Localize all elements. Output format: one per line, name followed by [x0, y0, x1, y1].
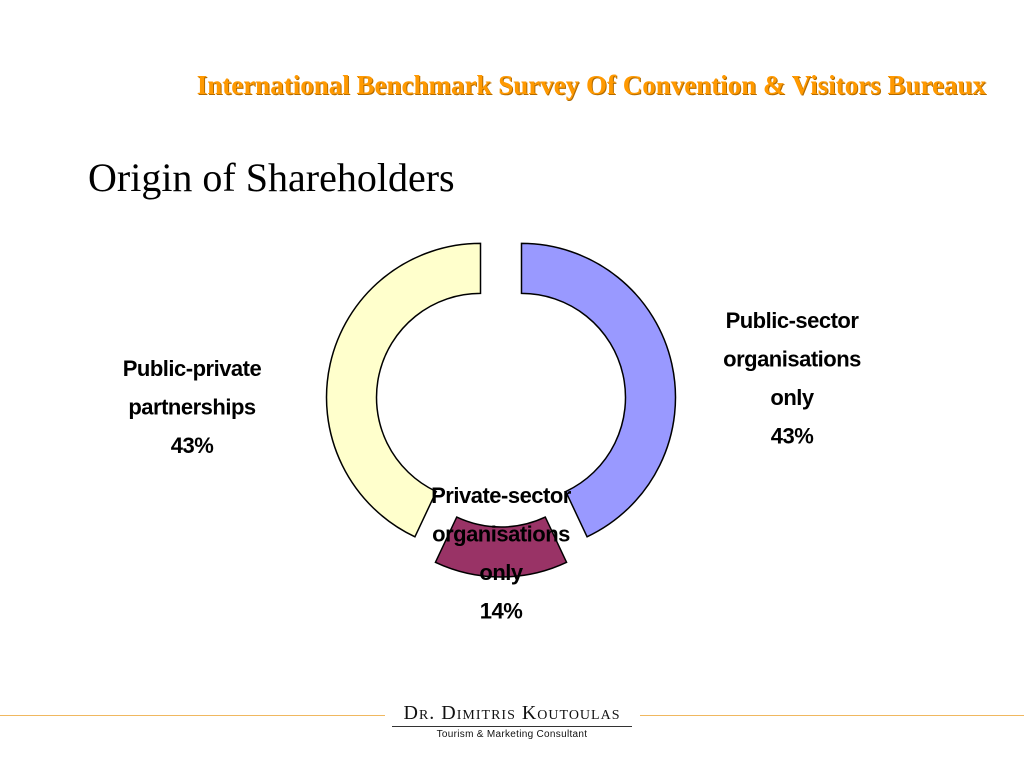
slice-label-line: 43% [771, 424, 814, 449]
slice-label-line: only [479, 560, 523, 585]
survey-header: International Benchmark Survey Of Conven… [196, 70, 986, 100]
slice-label-line: Public-private [123, 356, 262, 381]
slide-title: Origin of Shareholders [88, 155, 455, 200]
consultant-logo: Dr. Dimitris Koutoulas Tourism & Marketi… [392, 702, 632, 740]
consultant-name: Dr. Dimitris Koutoulas [392, 702, 632, 727]
consultant-role: Tourism & Marketing Consultant [436, 729, 588, 740]
donut-slice [434, 516, 568, 578]
slice-label: Public-private partnerships 43% [123, 356, 262, 458]
slice-label: Public-sector organisations only 43% [723, 308, 861, 449]
footer-divider-left [0, 715, 385, 716]
slice-label: Private-sector organisations only 14% [431, 483, 572, 624]
slice-label-line: organisations [723, 347, 861, 372]
footer-divider-right [640, 715, 1024, 716]
slice-label-line: 43% [171, 433, 214, 458]
slice-label-line: organisations [432, 522, 570, 547]
donut-slice [325, 242, 482, 538]
slice-label-line: Private-sector [431, 483, 572, 508]
slice-label-line: partnerships [128, 395, 256, 420]
slice-label-line: 14% [480, 599, 523, 624]
donut-slice [520, 242, 677, 538]
slice-label-line: only [770, 385, 814, 410]
slice-label-line: Public-sector [726, 308, 860, 333]
